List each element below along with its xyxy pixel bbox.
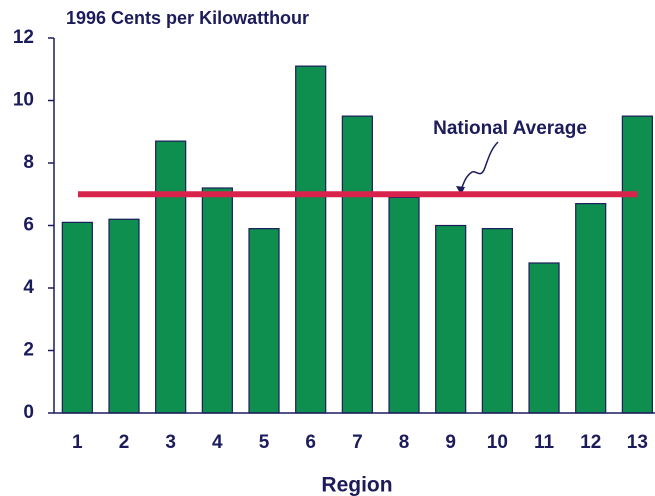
chart-subtitle: 1996 Cents per Kilowatthour	[66, 8, 309, 28]
x-tick-label: 6	[305, 432, 316, 453]
x-tick-label: 9	[445, 432, 456, 453]
annotation-arrow	[460, 141, 499, 191]
bar	[61, 221, 93, 414]
y-tick-label: 10	[13, 90, 34, 111]
annotation: National Average	[433, 118, 587, 139]
bar	[201, 187, 233, 414]
x-tick-label: 2	[119, 432, 130, 453]
y-tick-label: 6	[23, 215, 34, 236]
x-tick-label: 10	[487, 432, 508, 453]
bar	[248, 228, 280, 414]
x-tick-label: 13	[627, 432, 648, 453]
y-tick-label: 4	[23, 277, 34, 298]
bar	[155, 140, 187, 414]
bar	[388, 196, 420, 414]
bar	[575, 203, 607, 414]
x-tick-label: 4	[212, 432, 223, 453]
bar	[341, 115, 373, 414]
bar	[108, 218, 140, 414]
bar	[621, 115, 653, 414]
bar	[435, 224, 467, 414]
x-tick-label: 11	[534, 432, 555, 453]
bar	[481, 228, 513, 414]
x-tick-label: 3	[165, 432, 176, 453]
x-tick-label: 12	[580, 432, 601, 453]
arrow-head	[456, 186, 465, 195]
bar	[295, 65, 327, 414]
x-tick-label: 1	[72, 432, 83, 453]
x-tick-label: 7	[352, 432, 363, 453]
bar	[528, 262, 560, 414]
x-tick-label: 5	[259, 432, 270, 453]
y-tick-label: 8	[23, 152, 34, 173]
x-axis-label: Region	[321, 474, 392, 496]
y-tick-label: 0	[23, 402, 34, 423]
y-tick-label: 2	[23, 340, 34, 361]
x-tick-label: 8	[399, 432, 410, 453]
y-tick-label: 12	[13, 27, 34, 48]
